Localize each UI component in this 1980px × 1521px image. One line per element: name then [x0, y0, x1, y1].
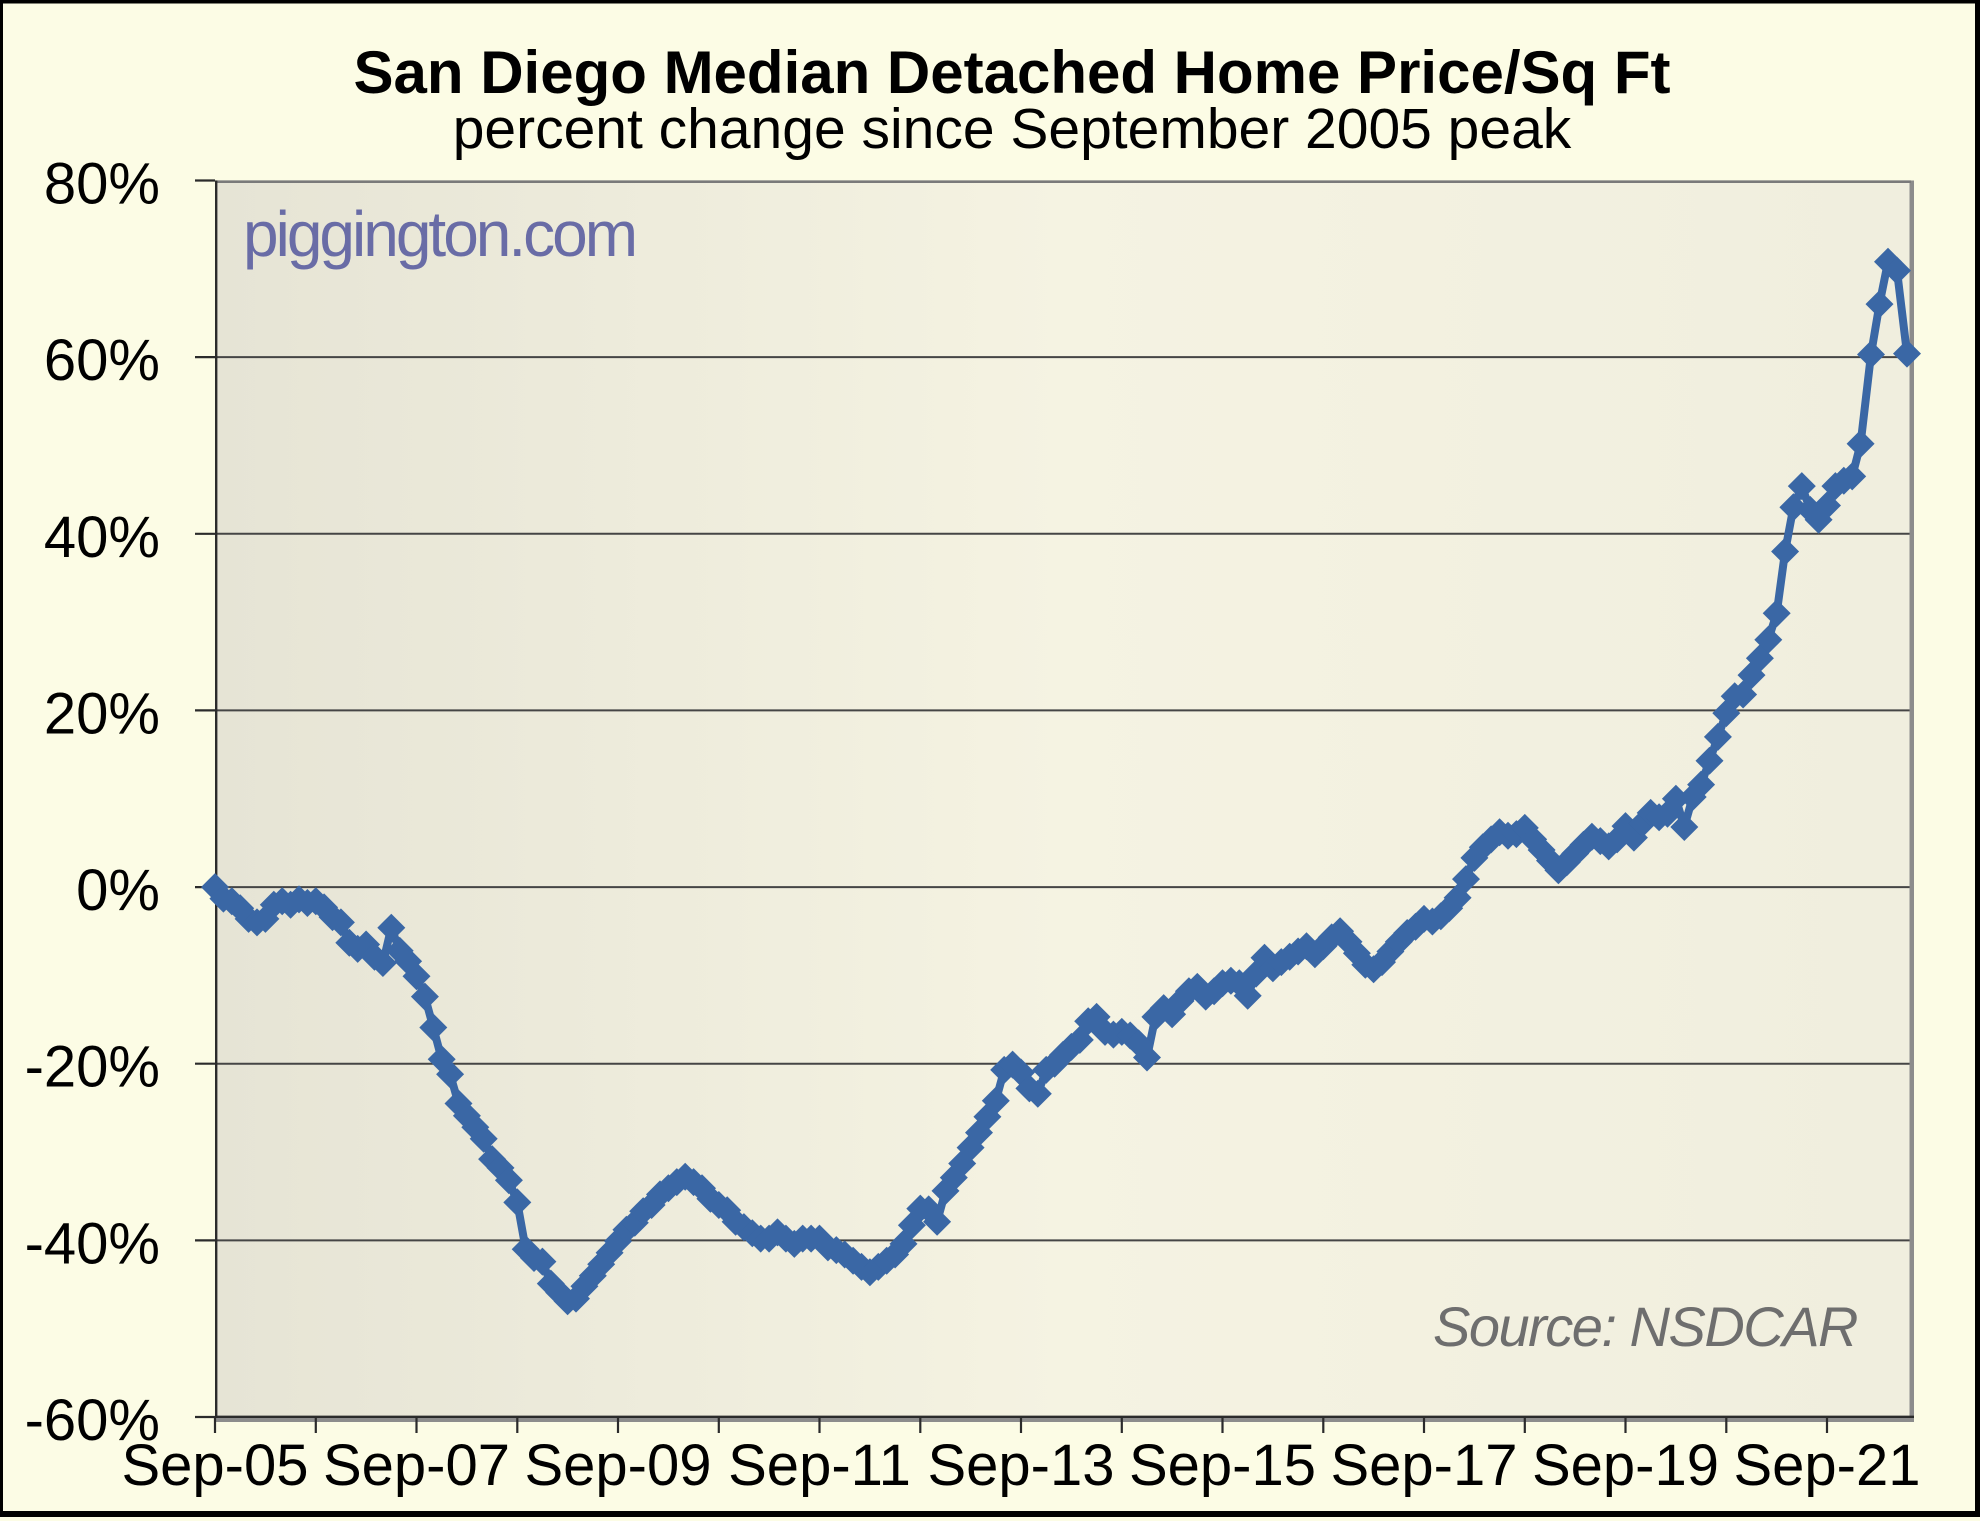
- svg-text:60%: 60%: [44, 328, 160, 393]
- svg-text:Sep-05: Sep-05: [121, 1433, 308, 1498]
- svg-text:San Diego Median Detached Home: San Diego Median Detached Home Price/Sq …: [354, 39, 1671, 106]
- svg-text:-60%: -60%: [25, 1388, 160, 1453]
- svg-text:Sep-17: Sep-17: [1330, 1433, 1517, 1498]
- svg-text:Sep-21: Sep-21: [1733, 1433, 1920, 1498]
- svg-text:Sep-15: Sep-15: [1129, 1433, 1316, 1498]
- svg-text:-20%: -20%: [25, 1035, 160, 1100]
- svg-text:piggington.com: piggington.com: [243, 198, 635, 270]
- svg-text:Sep-13: Sep-13: [927, 1433, 1114, 1498]
- svg-text:Sep-07: Sep-07: [323, 1433, 510, 1498]
- svg-text:Source: NSDCAR: Source: NSDCAR: [1433, 1295, 1857, 1358]
- svg-text:Sep-19: Sep-19: [1532, 1433, 1719, 1498]
- svg-text:80%: 80%: [44, 152, 160, 217]
- svg-text:Sep-09: Sep-09: [524, 1433, 711, 1498]
- svg-text:0%: 0%: [76, 858, 160, 923]
- svg-text:Sep-11: Sep-11: [728, 1433, 911, 1498]
- svg-text:20%: 20%: [44, 681, 160, 746]
- svg-text:-40%: -40%: [25, 1211, 160, 1276]
- svg-text:40%: 40%: [44, 505, 160, 570]
- svg-text:percent change since September: percent change since September 2005 peak: [453, 97, 1572, 161]
